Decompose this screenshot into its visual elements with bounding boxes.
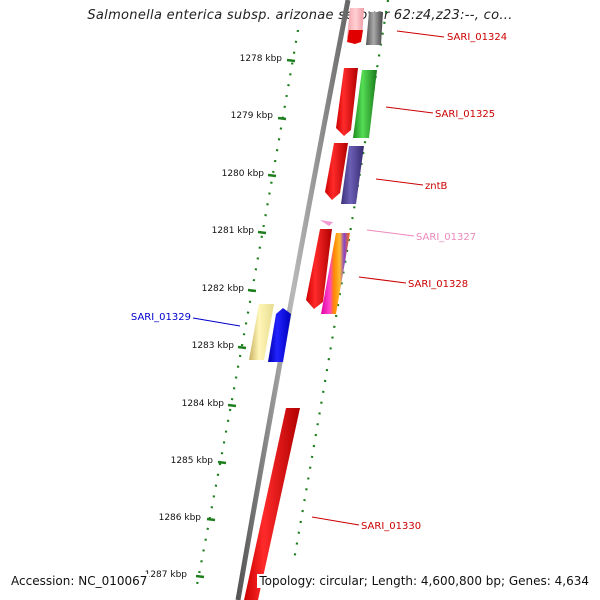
gene-features bbox=[306, 8, 383, 314]
gene-red-feature[interactable] bbox=[306, 229, 332, 309]
tick-mark bbox=[267, 173, 277, 178]
tick-mark bbox=[247, 288, 257, 293]
scale-line-left bbox=[194, 29, 300, 591]
tick-label: 1286 kbp bbox=[159, 513, 202, 523]
tick-label: 1281 kbp bbox=[212, 226, 255, 236]
tick-mark bbox=[206, 517, 216, 522]
map-title: Salmonella enterica subsp. arizonae sero… bbox=[87, 8, 513, 23]
tick-mark bbox=[217, 460, 227, 465]
leader-line-sari-01324 bbox=[396, 30, 445, 38]
gene-sari-01324-neighbor-feature[interactable] bbox=[366, 12, 383, 45]
gene-yellow-feature[interactable] bbox=[249, 304, 274, 360]
tick-label: 1282 kbp bbox=[202, 284, 245, 294]
tick-label: 1285 kbp bbox=[171, 456, 214, 466]
tick-label: 1284 kbp bbox=[182, 399, 225, 409]
gene-label-zntb[interactable]: zntB bbox=[425, 181, 448, 192]
topology-text: Topology: circular; Length: 4,600,800 bp… bbox=[257, 574, 591, 588]
gene-sari-01329-feature[interactable] bbox=[268, 308, 291, 362]
tick-mark bbox=[257, 230, 267, 235]
reverse-track-features bbox=[244, 304, 300, 600]
gene-label-sari-01324[interactable]: SARI_01324 bbox=[447, 32, 507, 43]
gene-sari-01324-feature-b[interactable] bbox=[347, 30, 363, 44]
tick-mark bbox=[286, 58, 296, 63]
tick-label: 1279 kbp bbox=[231, 111, 274, 121]
gene-sari-01330-feature[interactable] bbox=[244, 408, 300, 600]
tick-label: 1283 kbp bbox=[192, 341, 235, 351]
gene-sari-01328-feature[interactable] bbox=[321, 233, 350, 314]
leader-line-sari-01327 bbox=[366, 229, 415, 237]
tick-label: 1280 kbp bbox=[222, 169, 265, 179]
accession-text: Accession: NC_010067 bbox=[9, 574, 150, 588]
tick-label: 1287 kbp bbox=[145, 570, 188, 580]
gene-label-sari-01328[interactable]: SARI_01328 bbox=[408, 279, 468, 290]
gene-sari-01327-feature[interactable] bbox=[320, 220, 333, 226]
tick-mark bbox=[195, 574, 205, 579]
gene-sari-01325-feature[interactable] bbox=[353, 70, 377, 138]
tick-mark bbox=[237, 345, 247, 350]
genome-backbone bbox=[235, 0, 351, 600]
gene-label-sari-01327[interactable]: SARI_01327 bbox=[416, 232, 476, 243]
gene-red-feature[interactable] bbox=[325, 143, 348, 200]
leader-line-sari-01325 bbox=[385, 106, 434, 114]
gene-red-feature[interactable] bbox=[336, 68, 358, 136]
gene-zntb-feature[interactable] bbox=[341, 146, 364, 204]
leader-line-sari-01328 bbox=[358, 276, 407, 284]
gene-label-sari-01329[interactable]: SARI_01329 bbox=[131, 312, 191, 323]
tick-mark bbox=[277, 116, 287, 121]
tick-mark bbox=[227, 403, 237, 408]
scale-ticks bbox=[195, 58, 296, 579]
leader-line-zntb bbox=[375, 178, 424, 186]
tick-label: 1278 kbp bbox=[240, 54, 283, 64]
gene-label-sari-01330[interactable]: SARI_01330 bbox=[361, 521, 421, 532]
gene-label-sari-01325[interactable]: SARI_01325 bbox=[435, 109, 495, 120]
leader-line-sari-01329 bbox=[192, 317, 241, 327]
leader-line-sari-01330 bbox=[311, 516, 360, 526]
